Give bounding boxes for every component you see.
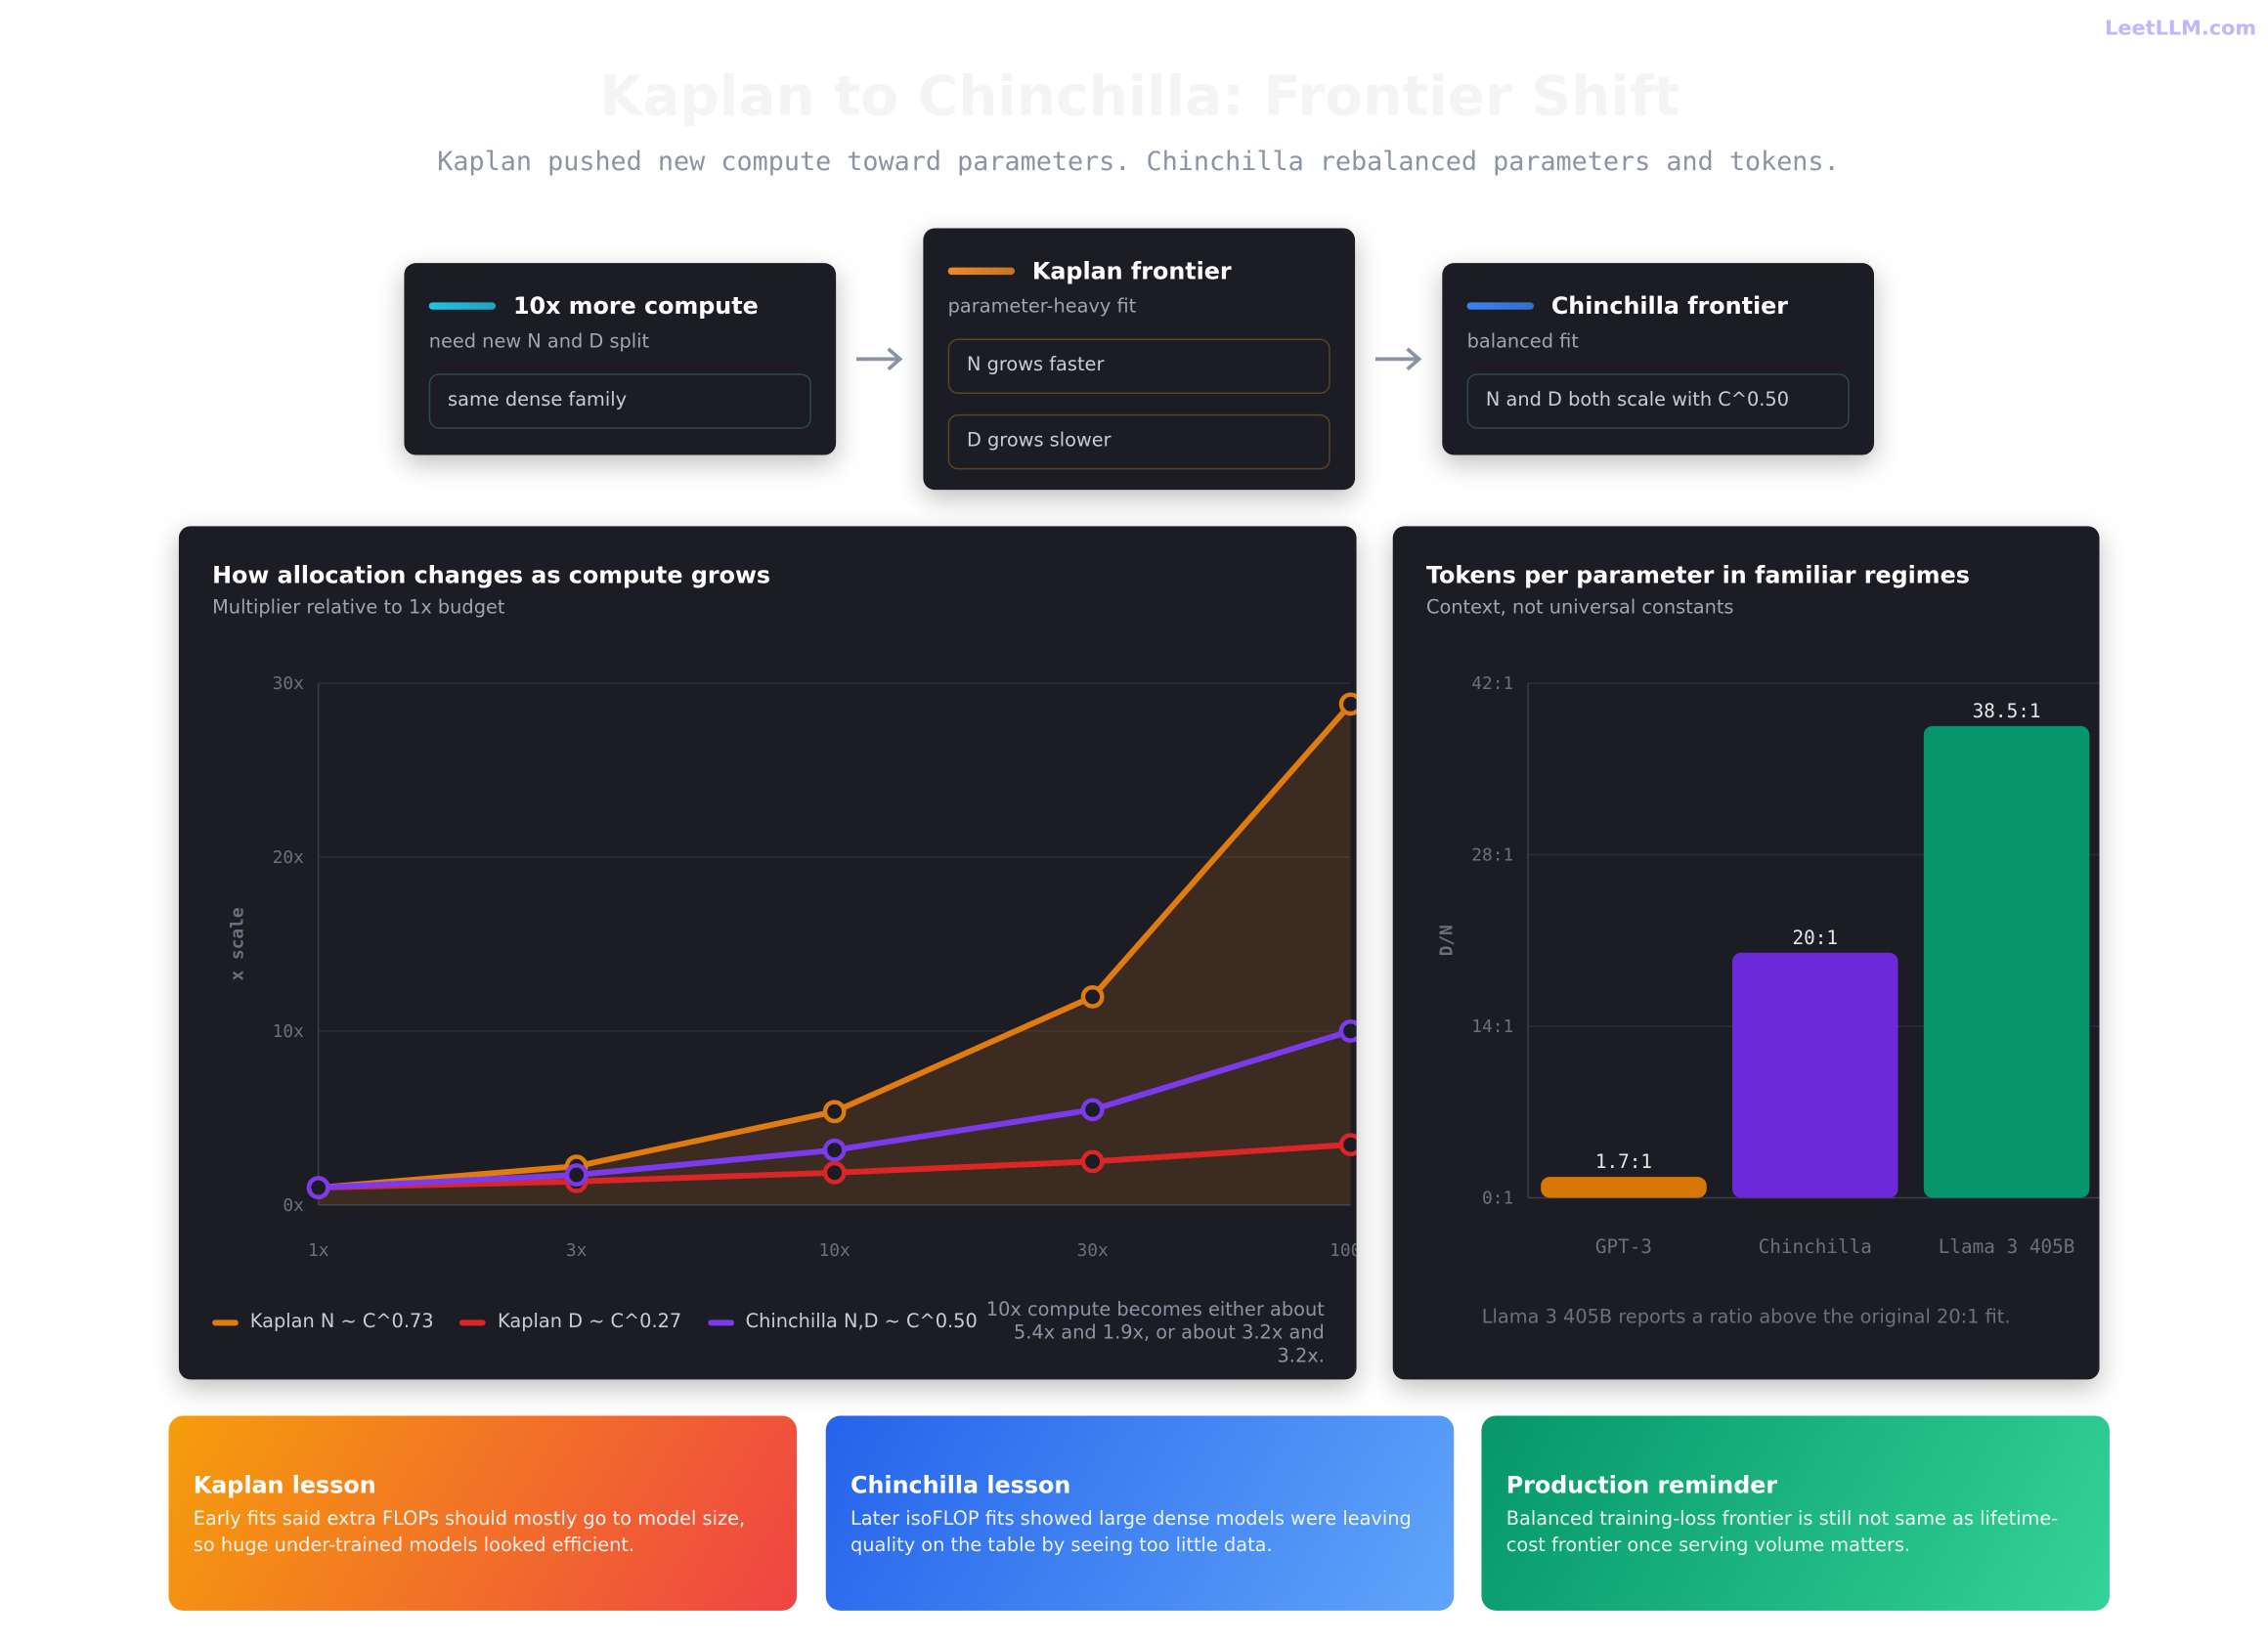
card-title: Chinchilla frontier	[1466, 291, 1850, 321]
card-subtitle: parameter-heavy fit	[947, 296, 1137, 319]
card-item: N grows faster	[947, 338, 1330, 395]
arrow	[855, 347, 903, 371]
y-axis-label: D/N	[1437, 925, 1458, 956]
y-tick-label: 30x	[273, 673, 304, 694]
bar-chart: 0:1 14:1 28:1 42:1 D/N 1.7:1 GPT-3 20:1 Chinchil…	[1437, 673, 2100, 1258]
flow-card: Kaplan frontier parameter-heavy fit N grow…	[923, 228, 1356, 491]
legend-swatch	[212, 1319, 239, 1325]
legend-label: Chinchilla N,D ~ C^0.50	[745, 1311, 978, 1333]
y-tick-label: 10x	[273, 1021, 304, 1042]
legend-item: Kaplan N ~ C^0.73	[212, 1311, 434, 1333]
legend-swatch	[707, 1319, 734, 1325]
legend-label: Kaplan N ~ C^0.73	[249, 1311, 434, 1333]
legend-swatch	[459, 1319, 487, 1325]
page-subtitle: Kaplan pushed new compute toward paramet…	[437, 147, 1840, 178]
y-axis-label: x scale	[227, 907, 247, 980]
x-tick-label: GPT-3	[1595, 1235, 1652, 1258]
marker	[1080, 1149, 1105, 1174]
arrow	[1374, 347, 1422, 371]
x-tick-label: 100x	[1330, 1240, 1356, 1261]
y-tick-label: 20x	[273, 847, 304, 868]
y-tick-label: 14:1	[1471, 1016, 1513, 1037]
chart-title: Tokens per parameter in familiar regimes	[1425, 561, 1970, 589]
lesson-title: Production reminder	[1505, 1471, 1778, 1499]
lesson-text: Early fits said extra FLOPs should mostl…	[193, 1508, 746, 1557]
card-title: Kaplan frontier	[947, 257, 1330, 285]
x-tick-label: 1x	[308, 1240, 329, 1261]
card-item: D grows slower	[947, 413, 1330, 470]
x-tick-label: Chinchilla	[1759, 1235, 1872, 1258]
marker	[1338, 692, 1357, 716]
lesson-card: Production reminder Balanced training-los…	[1481, 1415, 2110, 1611]
marker	[1338, 1133, 1357, 1157]
legend: Kaplan N ~ C^0.73 Kaplan D ~ C^0.27 Chinch…	[212, 1311, 978, 1333]
accent	[428, 302, 497, 310]
lesson-text: Balanced training-loss frontier is still…	[1505, 1508, 2059, 1557]
page-title: Kaplan to Chinchilla: Frontier Shift	[599, 64, 1680, 128]
y-tick-label: 0:1	[1482, 1188, 1513, 1208]
card-title-text: Kaplan frontier	[1031, 257, 1232, 285]
value-label: 38.5:1	[1973, 700, 2041, 722]
legend-label: Kaplan D ~ C^0.27	[498, 1311, 682, 1333]
area	[318, 704, 1351, 1205]
accent	[947, 267, 1016, 276]
bar	[1731, 952, 1898, 1198]
flow-card: Chinchilla frontier balanced fit N and D b…	[1442, 263, 1875, 455]
lesson-title: Kaplan lesson	[193, 1471, 376, 1499]
y-tick-label: 42:1	[1471, 673, 1513, 694]
card-title-text: 10x more compute	[512, 291, 759, 321]
chart-subtitle: Context, not universal constants	[1425, 597, 1734, 620]
accent	[1466, 302, 1534, 310]
chart-subtitle: Multiplier relative to 1x budget	[212, 597, 505, 620]
brand[interactable]: LeetLLM.com	[2105, 17, 2257, 41]
card-item: same dense family	[428, 373, 811, 429]
lesson-card: Chinchilla lesson Later isoFLOP fits show…	[825, 1415, 1455, 1611]
x-tick-label: Llama 3 405B	[1939, 1235, 2075, 1258]
marker	[1080, 1098, 1105, 1122]
line-panel: How allocation changes as compute grows …	[178, 526, 1357, 1380]
value-label: 20:1	[1792, 927, 1838, 949]
lesson-card: Kaplan lesson Early fits said extra FLOPs…	[168, 1415, 797, 1611]
card-title-text: Chinchilla frontier	[1550, 291, 1788, 321]
legend-item: Kaplan D ~ C^0.27	[459, 1311, 682, 1333]
value-label: 1.7:1	[1595, 1150, 1652, 1173]
marker	[822, 1138, 847, 1162]
chart-note: Llama 3 405B reports a ratio above the o…	[1481, 1306, 2011, 1329]
card-subtitle: balanced fit	[1466, 331, 1579, 354]
y-tick-label: 0x	[283, 1195, 304, 1216]
line-chart: 0x 10x 20x 30x x scale 1x 3x 10x 30x 100x	[227, 673, 1357, 1261]
card-title: 10x more compute	[428, 291, 811, 321]
legend-item: Chinchilla N,D ~ C^0.50	[707, 1311, 978, 1333]
marker	[1080, 984, 1105, 1009]
lesson-title: Chinchilla lesson	[850, 1471, 1071, 1499]
x-tick-label: 10x	[819, 1240, 850, 1261]
card-subtitle: need new N and D split	[428, 331, 650, 354]
card-item: N and D both scale with C^0.50	[1466, 373, 1850, 429]
bar	[1541, 1177, 1707, 1198]
marker	[822, 1100, 847, 1124]
lesson-text: Later isoFLOP fits showed large dense mo…	[850, 1508, 1412, 1557]
y-tick-label: 28:1	[1471, 844, 1513, 865]
bar-panel: Tokens per parameter in familiar regimes…	[1392, 526, 2100, 1380]
chart-note: 10x compute becomes either about 5.4x an…	[985, 1299, 1325, 1368]
bar	[1923, 725, 2090, 1198]
flow-card: 10x more compute need new N and D split sa…	[404, 263, 837, 455]
marker	[1338, 1019, 1357, 1043]
x-tick-label: 3x	[566, 1240, 588, 1261]
marker	[822, 1160, 847, 1185]
chart-title: How allocation changes as compute grows	[212, 561, 771, 589]
marker	[306, 1176, 330, 1199]
x-tick-label: 30x	[1077, 1240, 1109, 1261]
marker	[564, 1163, 589, 1187]
